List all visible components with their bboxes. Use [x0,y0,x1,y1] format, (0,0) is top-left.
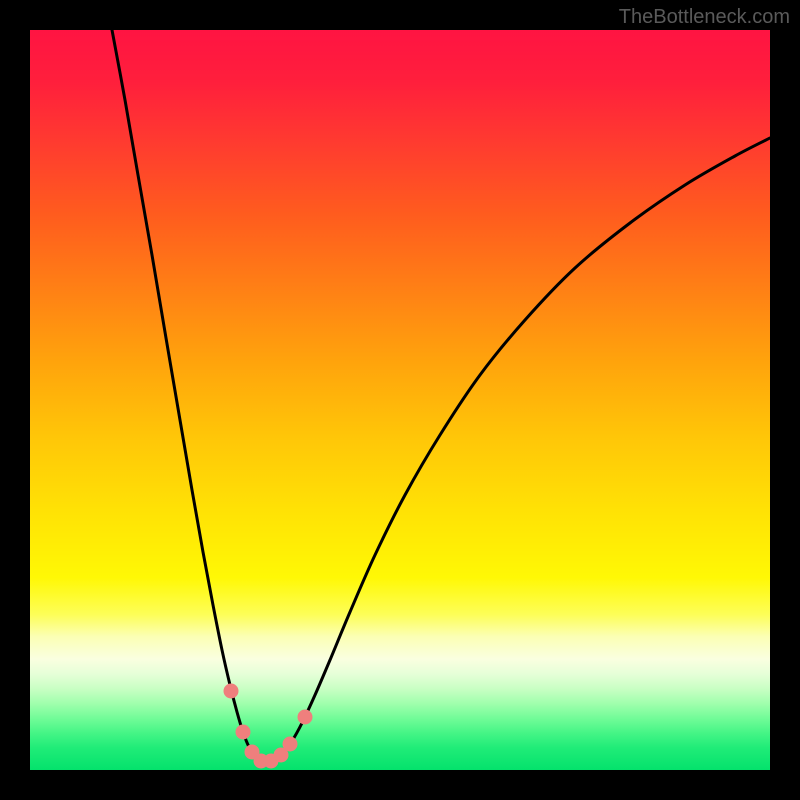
marker-dot [298,710,312,724]
chart-svg [30,30,770,770]
marker-dot [283,737,297,751]
marker-dot [236,725,250,739]
chart-background [30,30,770,770]
image-container: TheBottleneck.com [0,0,800,800]
chart-plot-area [30,30,770,770]
marker-dot [224,684,238,698]
watermark-text: TheBottleneck.com [619,6,790,29]
